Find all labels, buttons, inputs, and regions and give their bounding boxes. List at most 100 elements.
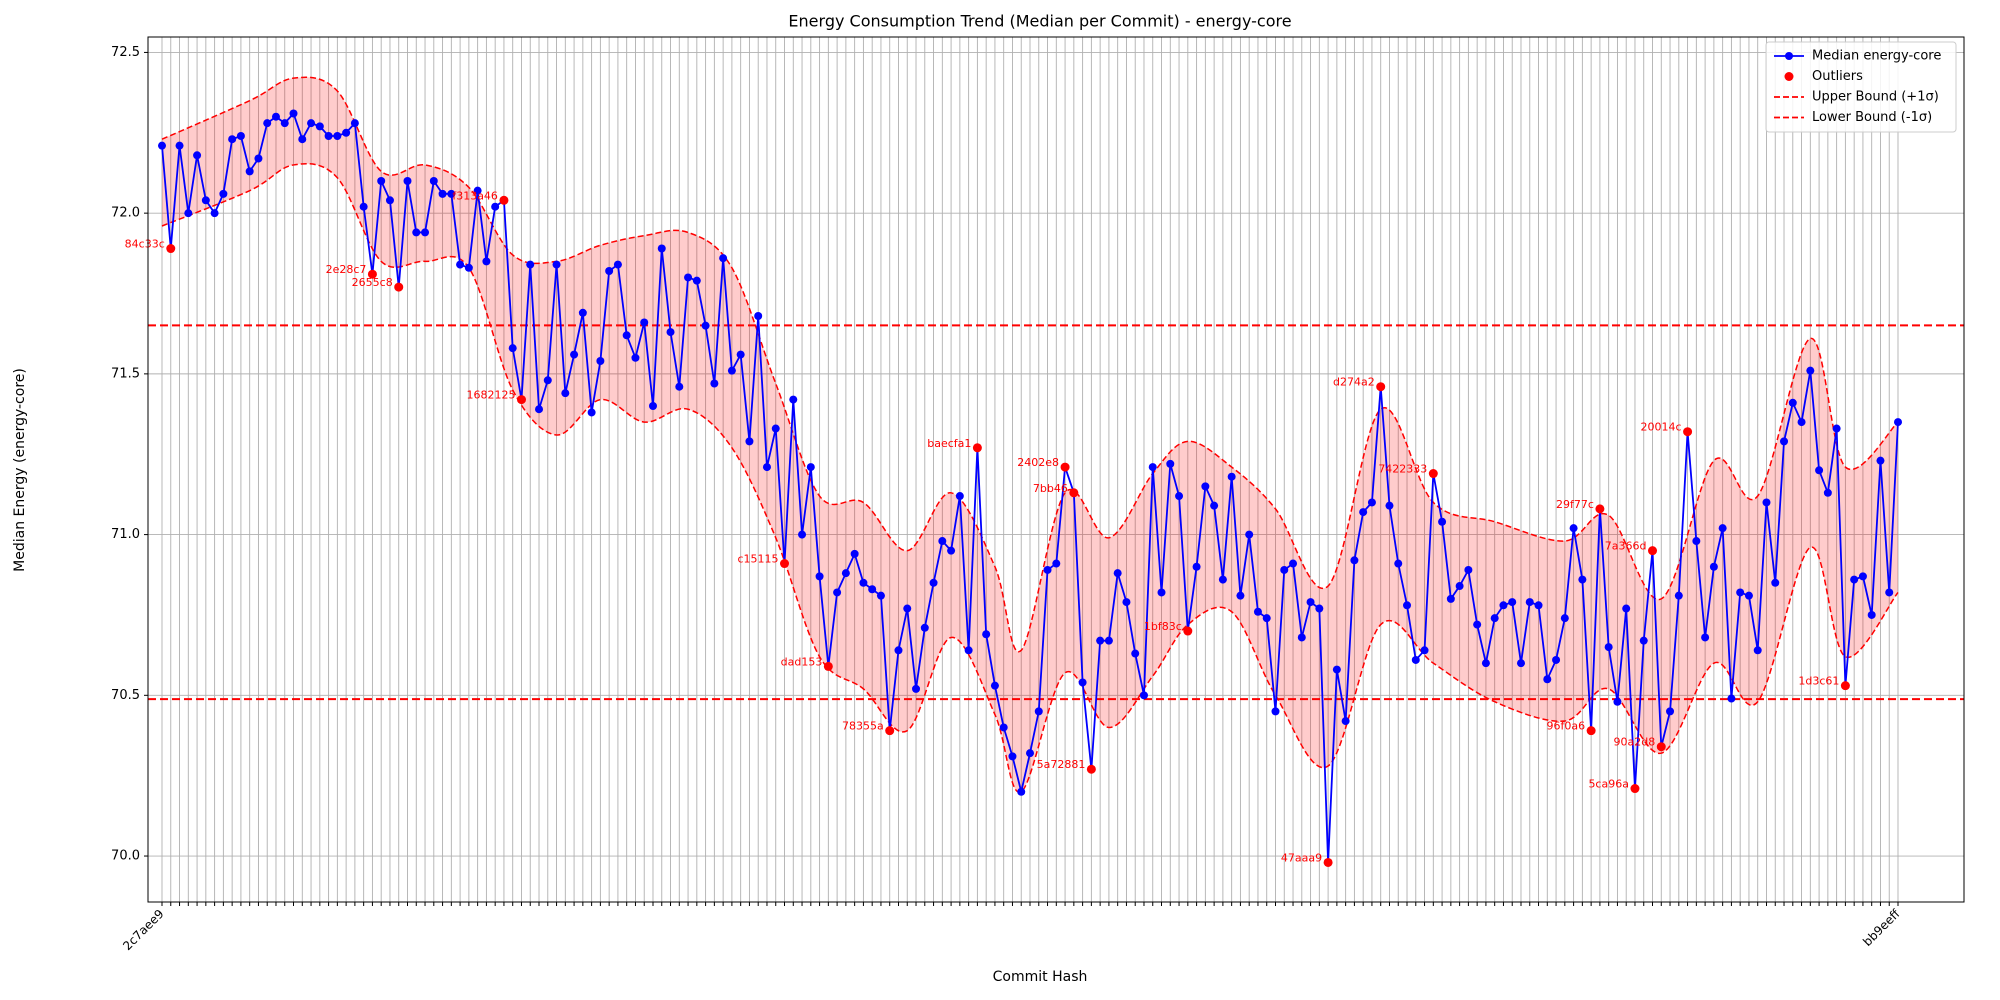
outlier-label: f313a46 (452, 189, 498, 202)
point (1744, 591, 1753, 600)
outlier (166, 244, 176, 254)
point (245, 167, 254, 176)
legend-label: Median energy-core (1812, 49, 1941, 64)
point (1850, 575, 1859, 584)
outlier-label: 2655c8 (352, 276, 393, 289)
point (1297, 633, 1306, 642)
point (438, 189, 447, 198)
point (1236, 591, 1245, 600)
point (193, 151, 202, 160)
point (1218, 575, 1227, 584)
point (1367, 498, 1376, 507)
point (307, 119, 316, 128)
outlier-label: 29f77c (1556, 498, 1594, 511)
point (1753, 646, 1762, 655)
point (263, 119, 272, 128)
point (1350, 556, 1359, 565)
point (1201, 482, 1210, 491)
point (841, 569, 850, 578)
legend-label: Lower Bound (-1σ) (1812, 110, 1932, 125)
point (587, 408, 596, 417)
point (1157, 588, 1166, 597)
point (1867, 610, 1876, 619)
point (894, 646, 903, 655)
point (1473, 620, 1482, 629)
legend: Median energy-core Outliers Upper Bound (+… (1765, 41, 1957, 133)
outlier-label: 1bf83c (1144, 620, 1182, 633)
point (1253, 607, 1262, 616)
point (324, 132, 333, 141)
point (1043, 565, 1052, 574)
point (815, 572, 824, 581)
point (1692, 537, 1701, 546)
point (1894, 418, 1902, 427)
outlier-label: 2402e8 (1017, 456, 1059, 469)
point (535, 405, 544, 414)
point (1788, 398, 1797, 407)
point (1394, 559, 1403, 568)
point (1078, 678, 1087, 687)
point (657, 244, 666, 253)
outlier (1086, 764, 1096, 774)
outlier (1840, 681, 1850, 691)
point (1139, 691, 1148, 700)
point (526, 260, 535, 269)
point (1490, 614, 1499, 623)
plot-frame (147, 36, 1965, 903)
point (1332, 665, 1341, 674)
point (1017, 787, 1026, 796)
point (868, 585, 877, 594)
point (850, 549, 859, 558)
point (1464, 565, 1473, 574)
point (1306, 598, 1315, 607)
point (508, 344, 517, 353)
point (1131, 649, 1140, 658)
point (228, 135, 237, 144)
point (1420, 646, 1429, 655)
point (982, 630, 991, 639)
point (175, 141, 184, 150)
outlier (1323, 857, 1333, 867)
point (210, 209, 219, 218)
point (1780, 437, 1789, 446)
point (1315, 604, 1324, 613)
point (903, 604, 912, 613)
point (1052, 559, 1061, 568)
outlier-label: 2e28c7 (326, 263, 367, 276)
y-tick-label: 72.5 (111, 45, 140, 60)
band-fill (162, 77, 1898, 793)
outlier-label: 1682125 (466, 389, 515, 402)
point (473, 186, 482, 195)
point (1604, 643, 1613, 652)
point (1262, 614, 1271, 623)
point (727, 366, 736, 375)
point (543, 376, 552, 385)
point (385, 196, 394, 205)
outlier-label: 7422333 (1378, 463, 1427, 476)
point (236, 132, 245, 141)
point (666, 328, 675, 337)
point (1876, 456, 1885, 465)
outlier (972, 443, 982, 453)
y-axis-label: Median Energy (energy-core) (12, 368, 28, 572)
outlier-label: dad153 (781, 655, 823, 668)
point (806, 463, 815, 472)
outlier-label: 47aaa9 (1281, 851, 1322, 864)
point (798, 530, 807, 539)
outlier (516, 395, 526, 405)
point (648, 402, 657, 411)
outlier-label: 78355a (842, 720, 884, 733)
point (254, 154, 263, 163)
point (622, 331, 631, 340)
point (1552, 655, 1561, 664)
point (1446, 594, 1455, 603)
point (999, 723, 1008, 732)
point (350, 119, 359, 128)
point (1666, 707, 1675, 716)
y-tick-label: 71.5 (111, 366, 140, 381)
outlier (1595, 504, 1605, 514)
point (219, 189, 228, 198)
point (184, 209, 193, 218)
outlier-label: 84c33c (125, 238, 165, 251)
